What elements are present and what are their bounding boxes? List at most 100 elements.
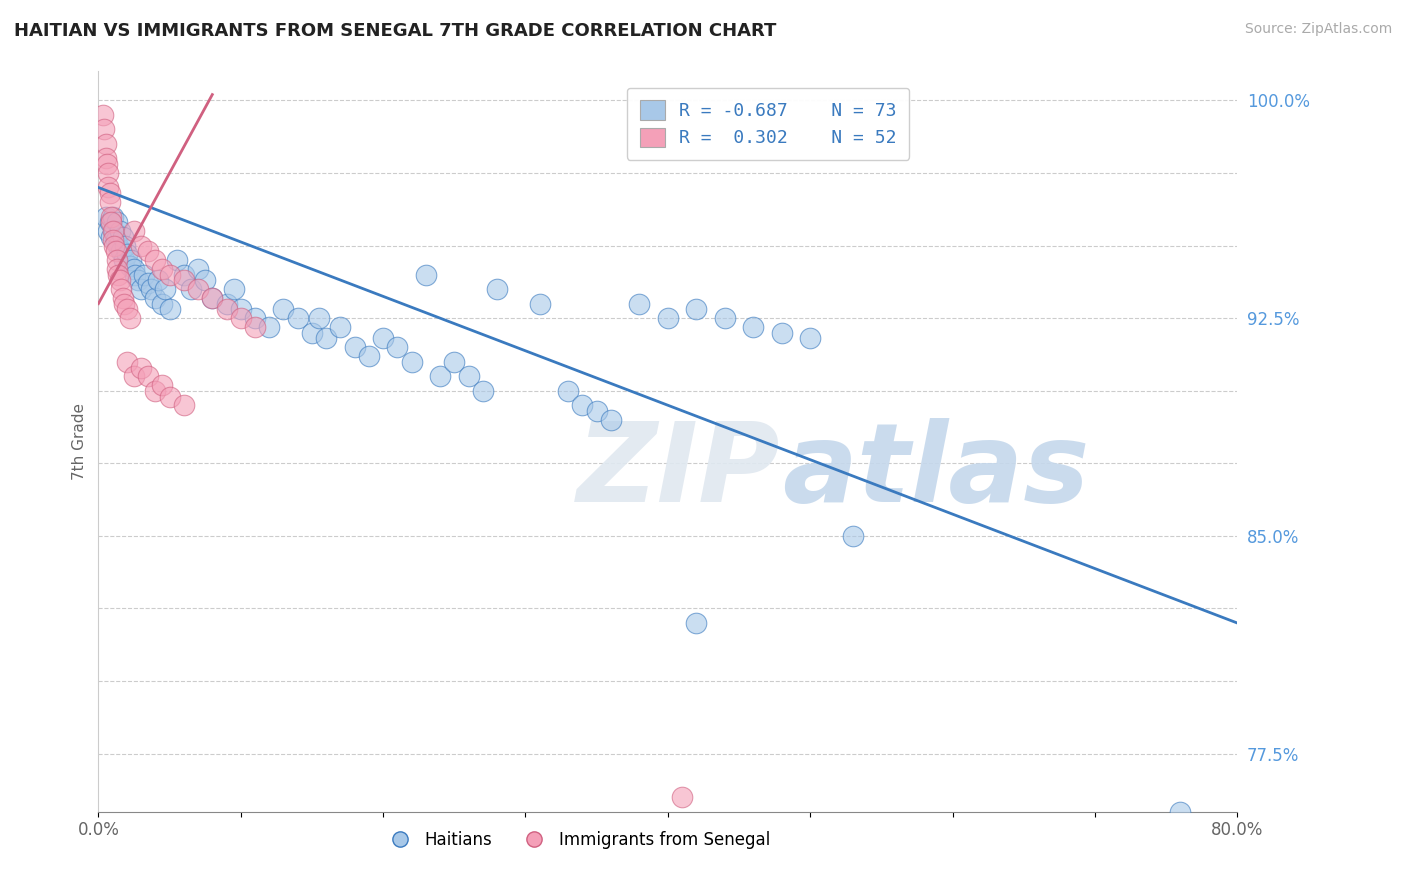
Text: atlas: atlas [782,417,1090,524]
Point [799,331,821,345]
Point [132,268,155,282]
Point [1170,805,1192,819]
Point [685,302,707,317]
Point [115,302,138,317]
Point [152,378,174,392]
Point [557,384,579,398]
Point [112,253,135,268]
Point [243,311,266,326]
Point [600,413,623,427]
Point [91,108,114,122]
Point [273,302,295,317]
Point [111,230,134,244]
Point [529,296,551,310]
Text: Source: ZipAtlas.com: Source: ZipAtlas.com [1244,22,1392,37]
Point [136,244,159,259]
Point [194,273,217,287]
Y-axis label: 7th Grade: 7th Grade [72,403,87,480]
Point [173,268,195,282]
Point [96,157,118,171]
Point [229,311,252,326]
Point [108,224,131,238]
Point [98,194,121,209]
Point [129,238,152,252]
Point [145,253,167,268]
Point [148,273,170,287]
Point [122,261,145,276]
Point [201,291,224,305]
Legend: Haitians, Immigrants from Senegal: Haitians, Immigrants from Senegal [377,824,778,855]
Point [98,215,121,229]
Point [98,186,121,201]
Point [101,224,124,238]
Point [122,224,145,238]
Point [173,398,195,412]
Point [110,244,132,259]
Point [97,180,120,194]
Point [114,238,136,252]
Point [152,296,174,310]
Point [124,268,146,282]
Point [308,311,330,326]
Point [742,319,765,334]
Point [108,273,131,287]
Point [107,268,129,282]
Point [100,215,122,229]
Point [714,311,737,326]
Point [139,282,162,296]
Point [571,398,593,412]
Point [97,224,120,238]
Point [457,369,479,384]
Point [357,349,380,363]
Point [120,253,142,268]
Point [329,319,352,334]
Point [259,319,281,334]
Point [115,354,138,368]
Point [110,282,132,296]
Point [115,247,138,261]
Point [222,282,245,296]
Point [129,360,152,375]
Point [107,238,129,252]
Point [429,369,451,384]
Point [685,615,707,630]
Point [103,224,125,238]
Point [122,369,145,384]
Point [215,296,238,310]
Point [105,253,128,268]
Point [101,210,124,224]
Point [127,273,149,287]
Point [628,296,651,310]
Point [100,230,122,244]
Point [136,369,159,384]
Point [180,282,202,296]
Point [770,326,793,340]
Point [159,302,181,317]
Point [401,354,423,368]
Point [105,215,128,229]
Point [415,268,437,282]
Point [486,282,509,296]
Point [471,384,494,398]
Point [145,384,167,398]
Text: HAITIAN VS IMMIGRANTS FROM SENEGAL 7TH GRADE CORRELATION CHART: HAITIAN VS IMMIGRANTS FROM SENEGAL 7TH G… [14,22,776,40]
Point [104,244,127,259]
Point [657,311,679,326]
Point [243,319,266,334]
Point [94,136,117,151]
Point [443,354,465,368]
Point [93,122,115,136]
Point [94,152,117,166]
Point [842,529,865,543]
Point [287,311,309,326]
Point [118,311,141,326]
Point [145,291,167,305]
Point [187,282,209,296]
Point [159,268,181,282]
Text: ZIP: ZIP [576,417,780,524]
Point [104,233,127,247]
Point [173,273,195,287]
Point [187,261,209,276]
Point [166,253,188,268]
Point [100,210,122,224]
